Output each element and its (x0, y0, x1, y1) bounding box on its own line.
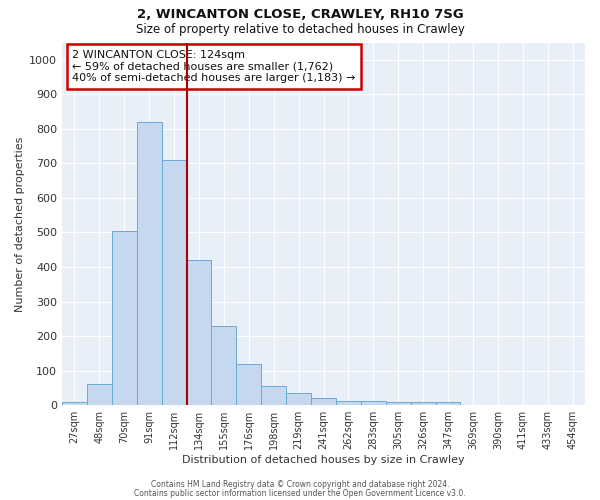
Bar (236, 364, 261, 405)
Text: 2, WINCANTON CLOSE, CRAWLEY, RH10 7SG: 2, WINCANTON CLOSE, CRAWLEY, RH10 7SG (137, 8, 463, 20)
Text: Contains HM Land Registry data © Crown copyright and database right 2024.: Contains HM Land Registry data © Crown c… (151, 480, 449, 489)
Text: Size of property relative to detached houses in Crawley: Size of property relative to detached ho… (136, 22, 464, 36)
Bar (261, 386, 286, 405)
Bar (361, 401, 386, 405)
Bar (386, 402, 410, 405)
Bar (410, 402, 436, 405)
Bar (62, 402, 87, 405)
Bar (436, 402, 460, 405)
Bar (286, 393, 311, 405)
Bar (137, 122, 161, 405)
Bar (187, 260, 211, 405)
Text: Contains public sector information licensed under the Open Government Licence v3: Contains public sector information licen… (134, 488, 466, 498)
Bar (161, 160, 187, 405)
Bar (311, 398, 336, 405)
Bar (336, 401, 361, 405)
Bar (112, 231, 137, 405)
Bar (87, 384, 112, 405)
Text: 2 WINCANTON CLOSE: 124sqm
← 59% of detached houses are smaller (1,762)
40% of se: 2 WINCANTON CLOSE: 124sqm ← 59% of detac… (73, 50, 356, 83)
Y-axis label: Number of detached properties: Number of detached properties (15, 136, 25, 312)
X-axis label: Distribution of detached houses by size in Crawley: Distribution of detached houses by size … (182, 455, 465, 465)
Bar (211, 326, 236, 405)
